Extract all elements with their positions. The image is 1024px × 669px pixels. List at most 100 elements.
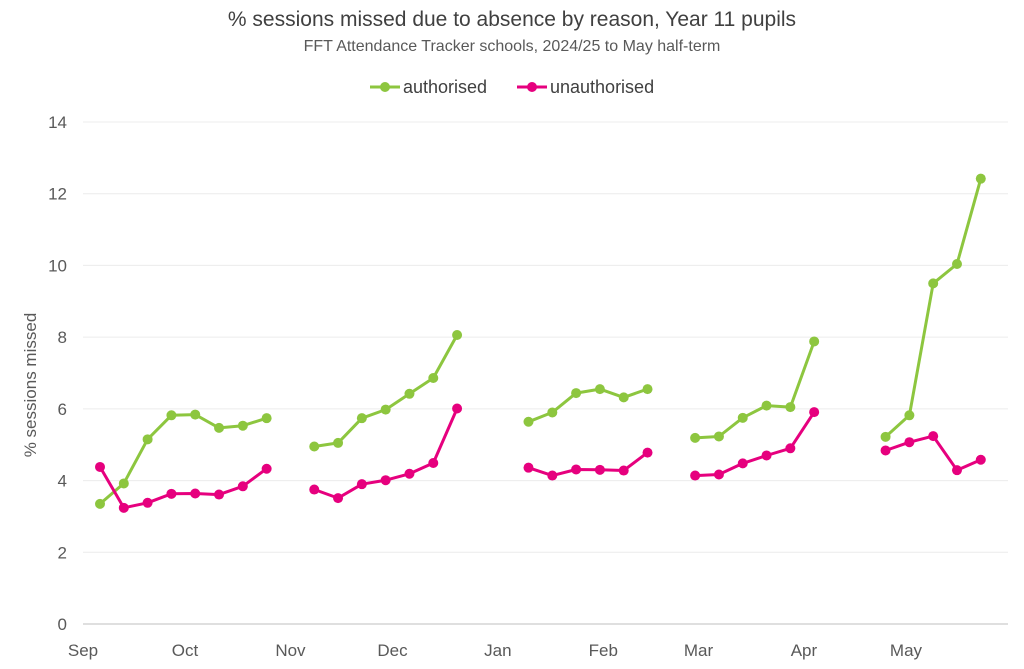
data-point-unauthorised: [571, 464, 582, 475]
data-point-unauthorised: [356, 479, 367, 490]
x-tick-label: Sep: [68, 641, 98, 660]
data-point-authorised: [880, 431, 891, 442]
data-point-authorised: [356, 413, 367, 424]
data-point-authorised: [809, 336, 820, 347]
data-point-authorised: [95, 498, 106, 509]
series-line-authorised: [884, 178, 983, 438]
data-point-unauthorised: [190, 488, 201, 499]
legend-label: unauthorised: [550, 77, 654, 97]
data-point-unauthorised: [690, 470, 701, 481]
data-point-unauthorised: [761, 450, 772, 461]
x-tick-label: Mar: [684, 641, 714, 660]
data-point-unauthorised: [333, 493, 344, 504]
data-point-unauthorised: [214, 489, 225, 500]
data-point-unauthorised: [523, 462, 534, 473]
y-axis-title: % sessions missed: [21, 313, 40, 458]
data-point-authorised: [594, 384, 605, 395]
data-point-unauthorised: [904, 437, 915, 448]
legend-item-unauthorised: unauthorised: [517, 77, 654, 97]
y-tick-label: 4: [58, 472, 67, 491]
series-authorised: [95, 173, 986, 509]
data-point-authorised: [237, 420, 248, 431]
data-point-authorised: [142, 434, 153, 445]
data-point-authorised: [214, 422, 225, 433]
y-axis: 0 2 4 6 8 10 12 14: [48, 113, 67, 634]
series-line-authorised: [314, 334, 459, 448]
data-point-authorised: [713, 431, 724, 442]
data-point-authorised: [261, 413, 272, 424]
legend: authorised unauthorised: [370, 77, 654, 97]
y-tick-label: 6: [58, 400, 67, 419]
data-point-authorised: [904, 410, 915, 421]
data-point-authorised: [737, 412, 748, 423]
data-point-unauthorised: [428, 458, 439, 469]
data-point-authorised: [333, 437, 344, 448]
y-tick-label: 0: [58, 615, 67, 634]
data-point-unauthorised: [452, 403, 463, 414]
x-tick-label: Feb: [589, 641, 618, 660]
series-line-authorised: [695, 340, 816, 440]
data-point-authorised: [190, 409, 201, 420]
legend-label: authorised: [403, 77, 487, 97]
data-point-unauthorised: [142, 497, 153, 508]
series-unauthorised: [95, 403, 986, 513]
y-tick-label: 12: [48, 185, 67, 204]
x-tick-label: Jan: [484, 641, 511, 660]
data-point-unauthorised: [880, 445, 891, 456]
y-tick-label: 8: [58, 328, 67, 347]
data-point-unauthorised: [594, 464, 605, 475]
series-line-authorised: [527, 387, 648, 424]
gridlines: [83, 121, 1008, 625]
data-point-unauthorised: [737, 458, 748, 469]
data-point-authorised: [571, 388, 582, 399]
chart-title: % sessions missed due to absence by reas…: [227, 8, 797, 31]
data-point-authorised: [452, 329, 463, 340]
data-point-unauthorised: [785, 443, 796, 454]
data-point-authorised: [761, 400, 772, 411]
data-point-unauthorised: [95, 461, 106, 472]
series-group: [95, 173, 986, 513]
legend-item-authorised: authorised: [370, 77, 487, 97]
legend-swatch-marker: [380, 82, 390, 92]
series-line-unauthorised: [528, 451, 649, 478]
data-point-authorised: [975, 173, 986, 184]
data-point-unauthorised: [380, 475, 391, 486]
x-tick-label: Dec: [377, 641, 408, 660]
series-line-unauthorised: [885, 434, 982, 472]
data-point-unauthorised: [713, 469, 724, 480]
data-point-authorised: [928, 278, 939, 289]
data-point-unauthorised: [618, 465, 629, 476]
y-tick-label: 14: [48, 113, 67, 132]
data-point-authorised: [690, 432, 701, 443]
data-point-authorised: [428, 373, 439, 384]
x-tick-label: Oct: [172, 641, 199, 660]
data-point-unauthorised: [118, 502, 129, 513]
data-point-unauthorised: [951, 465, 962, 476]
data-point-authorised: [547, 407, 558, 418]
data-point-authorised: [523, 416, 534, 427]
data-point-authorised: [166, 410, 177, 421]
data-point-unauthorised: [975, 454, 986, 465]
x-tick-label: May: [890, 641, 923, 660]
x-axis: Sep Oct Nov Dec Jan Feb Mar Apr May: [68, 641, 923, 660]
data-point-unauthorised: [404, 468, 415, 479]
data-point-unauthorised: [309, 484, 320, 495]
x-tick-label: Nov: [275, 641, 306, 660]
data-point-unauthorised: [809, 407, 820, 418]
series-line-unauthorised: [695, 411, 816, 478]
data-point-unauthorised: [166, 488, 177, 499]
data-point-unauthorised: [237, 481, 248, 492]
data-point-authorised: [380, 404, 391, 415]
legend-swatch-marker: [527, 82, 537, 92]
data-point-authorised: [951, 258, 962, 269]
data-point-authorised: [785, 402, 796, 413]
data-point-authorised: [118, 478, 129, 489]
data-point-authorised: [404, 388, 415, 399]
data-point-unauthorised: [547, 470, 558, 481]
data-point-authorised: [642, 384, 653, 395]
data-point-unauthorised: [642, 447, 653, 458]
y-tick-label: 10: [48, 256, 67, 275]
x-tick-label: Apr: [791, 641, 818, 660]
